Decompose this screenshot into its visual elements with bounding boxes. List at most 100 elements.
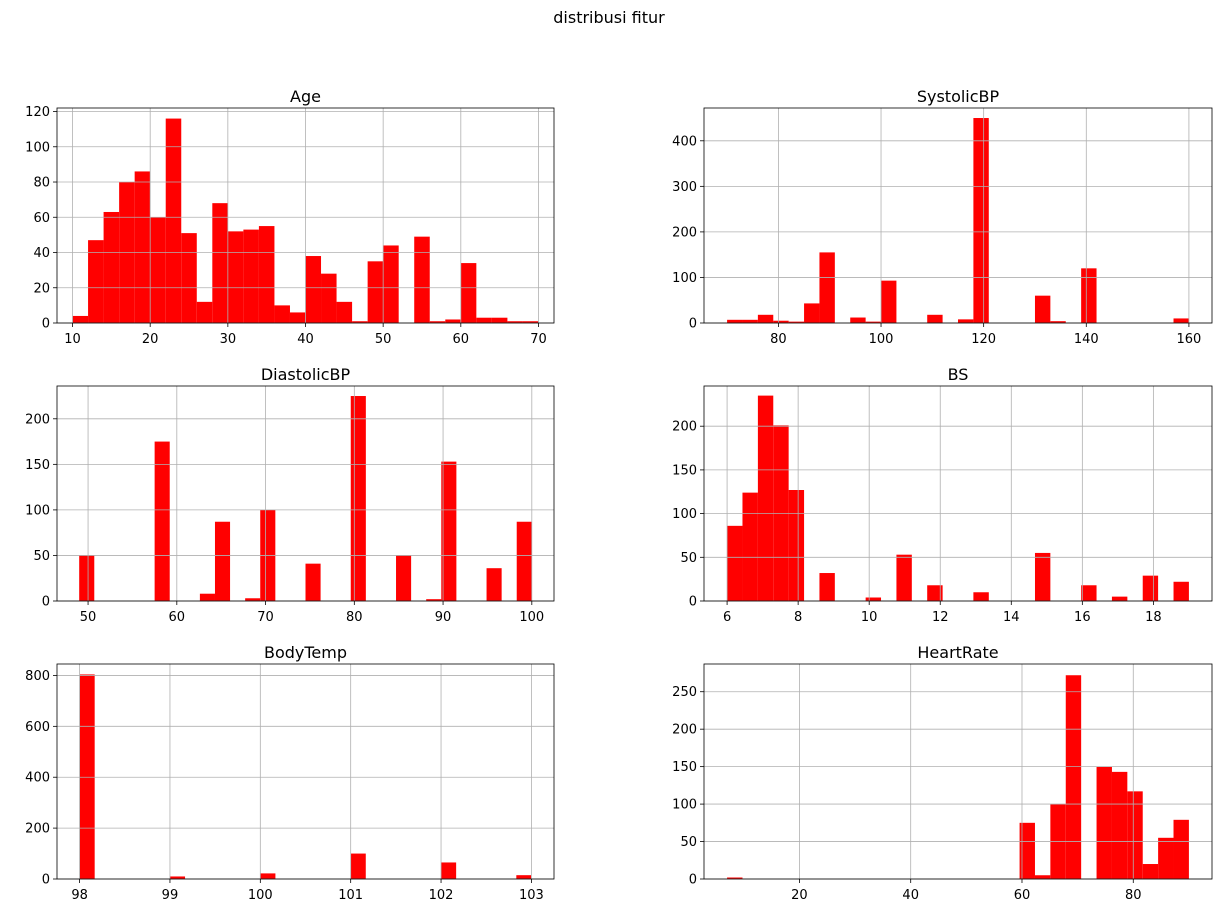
y-tick-label: 200	[25, 822, 50, 837]
histogram-bar	[289, 312, 306, 323]
histogram-bar	[1173, 581, 1189, 601]
histogram-bar	[134, 171, 151, 323]
subplot-title: Age	[290, 87, 321, 106]
histogram-bar	[1065, 675, 1082, 879]
histogram-bar	[1019, 822, 1035, 879]
y-tick-label: 0	[42, 317, 50, 332]
histogram-bar	[352, 321, 368, 323]
subplot-title: SystolicBP	[917, 87, 1000, 106]
histogram-bar	[336, 301, 353, 323]
y-tick-label: 50	[680, 551, 697, 566]
histogram-bar	[491, 317, 508, 323]
histogram-bar	[441, 461, 457, 601]
histogram-bar	[727, 319, 743, 323]
histogram-bar	[245, 598, 261, 601]
x-tick-label: 20	[142, 332, 159, 347]
histogram-bar	[819, 573, 835, 601]
histogram-bar	[927, 585, 943, 601]
histogram-bar	[367, 261, 384, 323]
histogram-bar	[72, 315, 89, 323]
y-tick-label: 100	[672, 271, 697, 286]
x-tick-label: 70	[530, 332, 547, 347]
histogram-bar	[865, 597, 882, 601]
subplot-bodytemp: 98 99 100 101 102 103 0 200 400 600 800 BodyTemp	[25, 643, 555, 903]
histogram-bar	[79, 674, 95, 879]
histogram-bar	[507, 321, 523, 323]
histogram-bar	[260, 873, 276, 879]
histogram-bar	[1034, 295, 1051, 323]
histogram-bar	[214, 521, 231, 601]
histogram-bar	[516, 521, 532, 601]
axes-frame	[703, 663, 1213, 880]
y-tick-label: 0	[42, 873, 50, 888]
x-tick-label: 10	[861, 610, 878, 625]
histogram-bar	[1142, 575, 1159, 601]
histogram-bar	[773, 320, 789, 323]
histogram-bar	[1173, 819, 1189, 879]
subplot-diastolicbp: 50 60 70 80 90 100 0 50 100 150 200 DiastolicBP	[25, 365, 555, 625]
x-tick-label: 100	[869, 332, 894, 347]
histogram-bar	[305, 563, 321, 601]
figure-suptitle: distribusi fitur	[553, 8, 665, 27]
y-tick-label: 200	[672, 225, 697, 240]
histogram-bar	[396, 555, 412, 601]
x-tick-label: 16	[1074, 610, 1091, 625]
histogram-bar	[850, 317, 866, 323]
histogram-bar	[103, 211, 120, 323]
axes-frame	[703, 107, 1213, 324]
histogram-bar	[1111, 596, 1128, 601]
y-tick-label: 400	[25, 771, 50, 786]
histogram-bar	[1034, 552, 1051, 601]
histogram-bar	[212, 203, 228, 323]
histogram-bar	[742, 492, 758, 601]
y-tick-label: 60	[33, 211, 50, 226]
histogram-bar	[1127, 791, 1143, 879]
histogram-bar	[1173, 318, 1189, 323]
x-tick-label: 10	[64, 332, 81, 347]
histogram-bar	[958, 319, 974, 323]
y-tick-label: 100	[25, 503, 50, 518]
histogram-bar	[350, 853, 366, 879]
y-tick-label: 400	[672, 134, 697, 149]
histogram-bar	[321, 273, 337, 323]
histogram-bar	[804, 303, 820, 323]
histogram-bar	[1034, 875, 1051, 879]
histogram-bar	[429, 321, 446, 323]
histogram-bar	[199, 593, 215, 601]
x-tick-label: 6	[723, 610, 731, 625]
histogram-bar	[243, 229, 259, 323]
histogram-bar	[383, 245, 399, 323]
x-tick-label: 80	[770, 332, 787, 347]
x-tick-label: 80	[346, 610, 363, 625]
histogram-bar	[441, 862, 457, 879]
histogram-bar	[88, 240, 104, 323]
x-tick-label: 50	[375, 332, 392, 347]
x-tick-label: 100	[248, 888, 273, 903]
histogram-bar	[973, 592, 989, 601]
x-tick-label: 80	[1125, 888, 1142, 903]
y-tick-label: 150	[672, 760, 697, 775]
subplot-systolicbp: 80 100 120 140 160 0 100 200 300 400 SystolicBP	[672, 87, 1213, 347]
y-tick-label: 0	[689, 317, 697, 332]
histogram-bar	[1081, 585, 1097, 601]
histogram-bar	[79, 555, 95, 601]
y-tick-label: 100	[672, 798, 697, 813]
x-tick-label: 99	[162, 888, 179, 903]
x-tick-label: 103	[519, 888, 544, 903]
y-tick-label: 40	[33, 246, 50, 261]
histogram-bar	[258, 226, 275, 323]
x-tick-label: 30	[220, 332, 237, 347]
histogram-bar	[516, 875, 532, 879]
histogram-bar	[773, 425, 789, 601]
x-tick-label: 60	[1014, 888, 1031, 903]
y-tick-label: 0	[689, 873, 697, 888]
subplot-heartrate: 20 40 60 80 0 50 100 150 200 250 HeartRate	[672, 643, 1213, 903]
x-tick-label: 12	[932, 610, 949, 625]
histogram-bar	[460, 263, 477, 323]
histogram-bar	[1096, 766, 1112, 879]
histogram-bar	[881, 280, 897, 323]
histogram-bar	[305, 256, 322, 323]
subplot-bs: 6 8 10 12 14 16 18 0 50 100 150 200 BS	[672, 365, 1213, 625]
axes-frame	[56, 385, 555, 602]
